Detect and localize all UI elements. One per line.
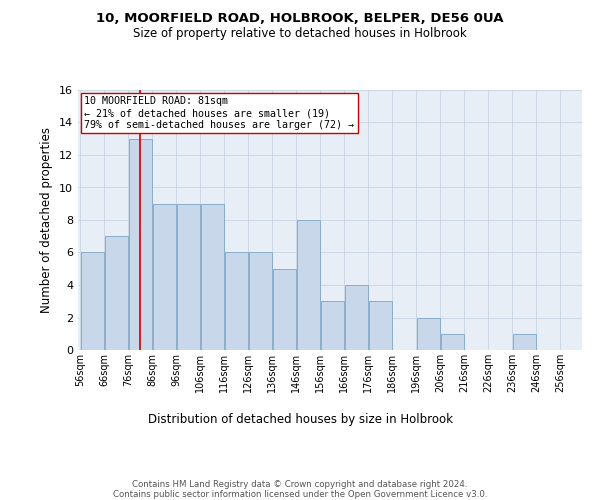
Bar xyxy=(249,252,272,350)
Bar xyxy=(297,220,320,350)
Bar xyxy=(81,252,104,350)
Bar xyxy=(177,204,200,350)
Text: 10 MOORFIELD ROAD: 81sqm
← 21% of detached houses are smaller (19)
79% of semi-d: 10 MOORFIELD ROAD: 81sqm ← 21% of detach… xyxy=(84,96,354,130)
Text: Contains HM Land Registry data © Crown copyright and database right 2024.
Contai: Contains HM Land Registry data © Crown c… xyxy=(113,480,487,500)
Bar xyxy=(441,334,464,350)
Bar xyxy=(129,138,152,350)
Bar xyxy=(225,252,248,350)
Bar xyxy=(345,285,368,350)
Bar xyxy=(153,204,176,350)
Text: Size of property relative to detached houses in Holbrook: Size of property relative to detached ho… xyxy=(133,28,467,40)
Bar xyxy=(201,204,224,350)
Bar xyxy=(273,269,296,350)
Bar xyxy=(369,301,392,350)
Text: Distribution of detached houses by size in Holbrook: Distribution of detached houses by size … xyxy=(148,412,452,426)
Bar xyxy=(321,301,344,350)
Bar xyxy=(513,334,536,350)
Bar xyxy=(105,236,128,350)
Bar xyxy=(417,318,440,350)
Text: 10, MOORFIELD ROAD, HOLBROOK, BELPER, DE56 0UA: 10, MOORFIELD ROAD, HOLBROOK, BELPER, DE… xyxy=(96,12,504,26)
Y-axis label: Number of detached properties: Number of detached properties xyxy=(40,127,53,313)
